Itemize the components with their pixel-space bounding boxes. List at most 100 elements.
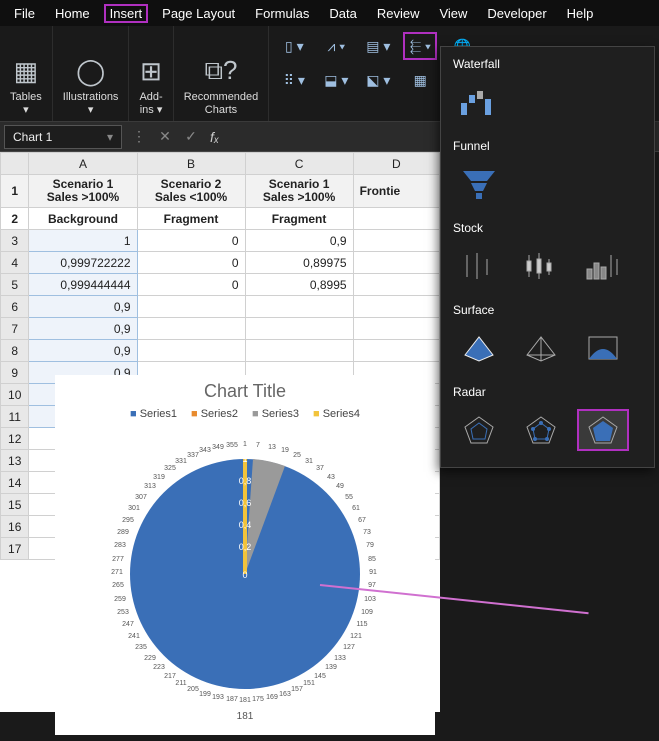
row-header-2[interactable]: 2 [1, 208, 29, 230]
menu-page-layout[interactable]: Page Layout [156, 4, 241, 23]
funnel-thumb-1[interactable] [453, 163, 505, 205]
cell-B8[interactable] [137, 340, 245, 362]
cell-A3[interactable]: 1 [29, 230, 137, 252]
radar-thumb-1[interactable] [453, 409, 505, 451]
chart-btn-column[interactable]: ▯ ▾ [277, 32, 311, 60]
menu-data[interactable]: Data [323, 4, 362, 23]
svg-text:181: 181 [239, 697, 251, 704]
row-header-15[interactable]: 15 [1, 494, 29, 516]
cell-B2[interactable]: Fragment [137, 208, 245, 230]
row-header-1[interactable]: 1 [1, 175, 29, 208]
cell-C8[interactable] [245, 340, 353, 362]
svg-text:91: 91 [369, 569, 377, 576]
svg-text:0: 0 [242, 570, 247, 580]
cell-D6[interactable] [353, 296, 439, 318]
cell-C7[interactable] [245, 318, 353, 340]
menu-developer[interactable]: Developer [481, 4, 552, 23]
menu-view[interactable]: View [433, 4, 473, 23]
row-header-14[interactable]: 14 [1, 472, 29, 494]
cell-A7[interactable]: 0,9 [29, 318, 137, 340]
fx-more-icon[interactable]: ⋮ [126, 126, 152, 148]
col-header-B[interactable]: B [137, 153, 245, 175]
cell-A2[interactable]: Background [29, 208, 137, 230]
cell-D2[interactable] [353, 208, 439, 230]
radar-thumb-2[interactable] [515, 409, 567, 451]
cell-A6[interactable]: 0,9 [29, 296, 137, 318]
cell-B3[interactable]: 0 [137, 230, 245, 252]
cell-C6[interactable] [245, 296, 353, 318]
row-header-17[interactable]: 17 [1, 538, 29, 560]
row-header-16[interactable]: 16 [1, 516, 29, 538]
surface-thumb-2[interactable] [515, 327, 567, 369]
cell-C2[interactable]: Fragment [245, 208, 353, 230]
cell-B4[interactable]: 0 [137, 252, 245, 274]
stock-thumb-1[interactable] [453, 245, 505, 287]
cell-D1[interactable]: Frontie [353, 175, 439, 208]
ribbon-recommended-charts[interactable]: ⧉? Recommended Charts [174, 26, 270, 121]
cancel-icon[interactable]: ✕ [152, 126, 178, 148]
chart-btn-pivot[interactable]: ▦ [403, 66, 437, 94]
row-header-8[interactable]: 8 [1, 340, 29, 362]
cell-A8[interactable]: 0,9 [29, 340, 137, 362]
cell-B5[interactable]: 0 [137, 274, 245, 296]
cell-C4[interactable]: 0,89975 [245, 252, 353, 274]
cell-C3[interactable]: 0,9 [245, 230, 353, 252]
confirm-icon[interactable]: ✓ [178, 126, 204, 148]
surface-thumb-3[interactable] [577, 327, 629, 369]
row-header-12[interactable]: 12 [1, 428, 29, 450]
chart-btn-stat[interactable]: ⬓ ▾ [319, 66, 353, 94]
ribbon-addins[interactable]: ⊞ Add- ins ▾ [129, 26, 173, 121]
menu-help[interactable]: Help [561, 4, 600, 23]
chart-btn-combo[interactable]: ⬕ ▾ [361, 66, 395, 94]
radar-thumb-3-filled[interactable] [577, 409, 629, 451]
cell-B1[interactable]: Scenario 2 Sales <100% [137, 175, 245, 208]
cell-A4[interactable]: 0,999722222 [29, 252, 137, 274]
row-header-9[interactable]: 9 [1, 362, 29, 384]
select-all-corner[interactable] [1, 153, 29, 175]
chart-btn-scatter[interactable]: ⠿ ▾ [277, 66, 311, 94]
cell-B7[interactable] [137, 318, 245, 340]
menu-review[interactable]: Review [371, 4, 426, 23]
menu-formulas[interactable]: Formulas [249, 4, 315, 23]
fx-label[interactable]: fₓ [204, 129, 225, 145]
name-box[interactable]: Chart 1 ▾ [4, 125, 122, 149]
cell-B6[interactable] [137, 296, 245, 318]
cell-A1[interactable]: Scenario 1 Sales >100% [29, 175, 137, 208]
menu-insert[interactable]: Insert [104, 4, 149, 23]
menu-home[interactable]: Home [49, 4, 96, 23]
cell-D8[interactable] [353, 340, 439, 362]
waterfall-thumb-1[interactable] [453, 81, 505, 123]
menu-file[interactable]: File [8, 4, 41, 23]
svg-text:229: 229 [144, 655, 156, 662]
col-header-A[interactable]: A [29, 153, 137, 175]
ribbon-illustrations-label: Illustrations ▾ [63, 91, 119, 117]
col-header-D[interactable]: D [353, 153, 439, 175]
row-header-11[interactable]: 11 [1, 406, 29, 428]
row-header-3[interactable]: 3 [1, 230, 29, 252]
row-header-7[interactable]: 7 [1, 318, 29, 340]
cell-D3[interactable] [353, 230, 439, 252]
cell-D5[interactable] [353, 274, 439, 296]
embedded-chart[interactable]: Chart Title Series1 Series2 Series3 Seri… [55, 375, 435, 735]
cell-C1[interactable]: Scenario 1 Sales >100% [245, 175, 353, 208]
cell-C5[interactable]: 0,8995 [245, 274, 353, 296]
cell-A5[interactable]: 0,999444444 [29, 274, 137, 296]
cell-D7[interactable] [353, 318, 439, 340]
cell-D4[interactable] [353, 252, 439, 274]
chart-btn-bar[interactable]: ▤ ▾ [361, 32, 395, 60]
stock-thumb-3[interactable] [577, 245, 629, 287]
chart-btn-waterfall[interactable]: ⬱ ▾ [403, 32, 437, 60]
surface-thumb-1[interactable] [453, 327, 505, 369]
legend-series4: Series4 [313, 408, 360, 420]
chart-btn-line[interactable]: ⩘ ▾ [319, 32, 353, 60]
row-header-13[interactable]: 13 [1, 450, 29, 472]
row-header-6[interactable]: 6 [1, 296, 29, 318]
row-header-5[interactable]: 5 [1, 274, 29, 296]
row-header-10[interactable]: 10 [1, 384, 29, 406]
row-header-4[interactable]: 4 [1, 252, 29, 274]
stock-thumb-2[interactable] [515, 245, 567, 287]
col-header-C[interactable]: C [245, 153, 353, 175]
ribbon-tables[interactable]: ▦ Tables ▾ [0, 26, 53, 121]
ribbon-illustrations[interactable]: ◯ Illustrations ▾ [53, 26, 130, 121]
addins-icon: ⊞ [140, 56, 162, 87]
